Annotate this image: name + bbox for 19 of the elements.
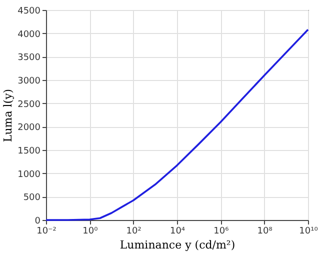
y-axis-title: Luma l(y) (2, 88, 15, 142)
y-tick-label: 3000 (18, 76, 41, 86)
y-tick-label: 2500 (18, 100, 41, 110)
x-tick-label: 10⁰ (82, 226, 98, 236)
y-tick-label: 4500 (18, 6, 41, 16)
y-tick-label: 0 (34, 216, 41, 226)
x-tick-label: 10⁻² (36, 226, 57, 236)
x-tick-label: 10⁶ (214, 226, 230, 236)
y-tick-label: 2000 (18, 123, 41, 134)
y-tick-label: 1500 (18, 146, 41, 156)
y-tick-label: 3500 (18, 53, 41, 64)
x-tick-label: 10⁸ (257, 226, 273, 236)
x-axis-title: Luminance y (cd/m²) (120, 238, 236, 252)
x-tick-label: 10¹⁰ (299, 226, 318, 236)
y-tick-label: 1000 (18, 170, 41, 180)
x-tick-label: 10² (126, 226, 142, 236)
y-tick-label: 4000 (18, 30, 41, 40)
y-tick-label: 500 (23, 193, 41, 204)
x-tick-label: 10⁴ (170, 226, 186, 236)
